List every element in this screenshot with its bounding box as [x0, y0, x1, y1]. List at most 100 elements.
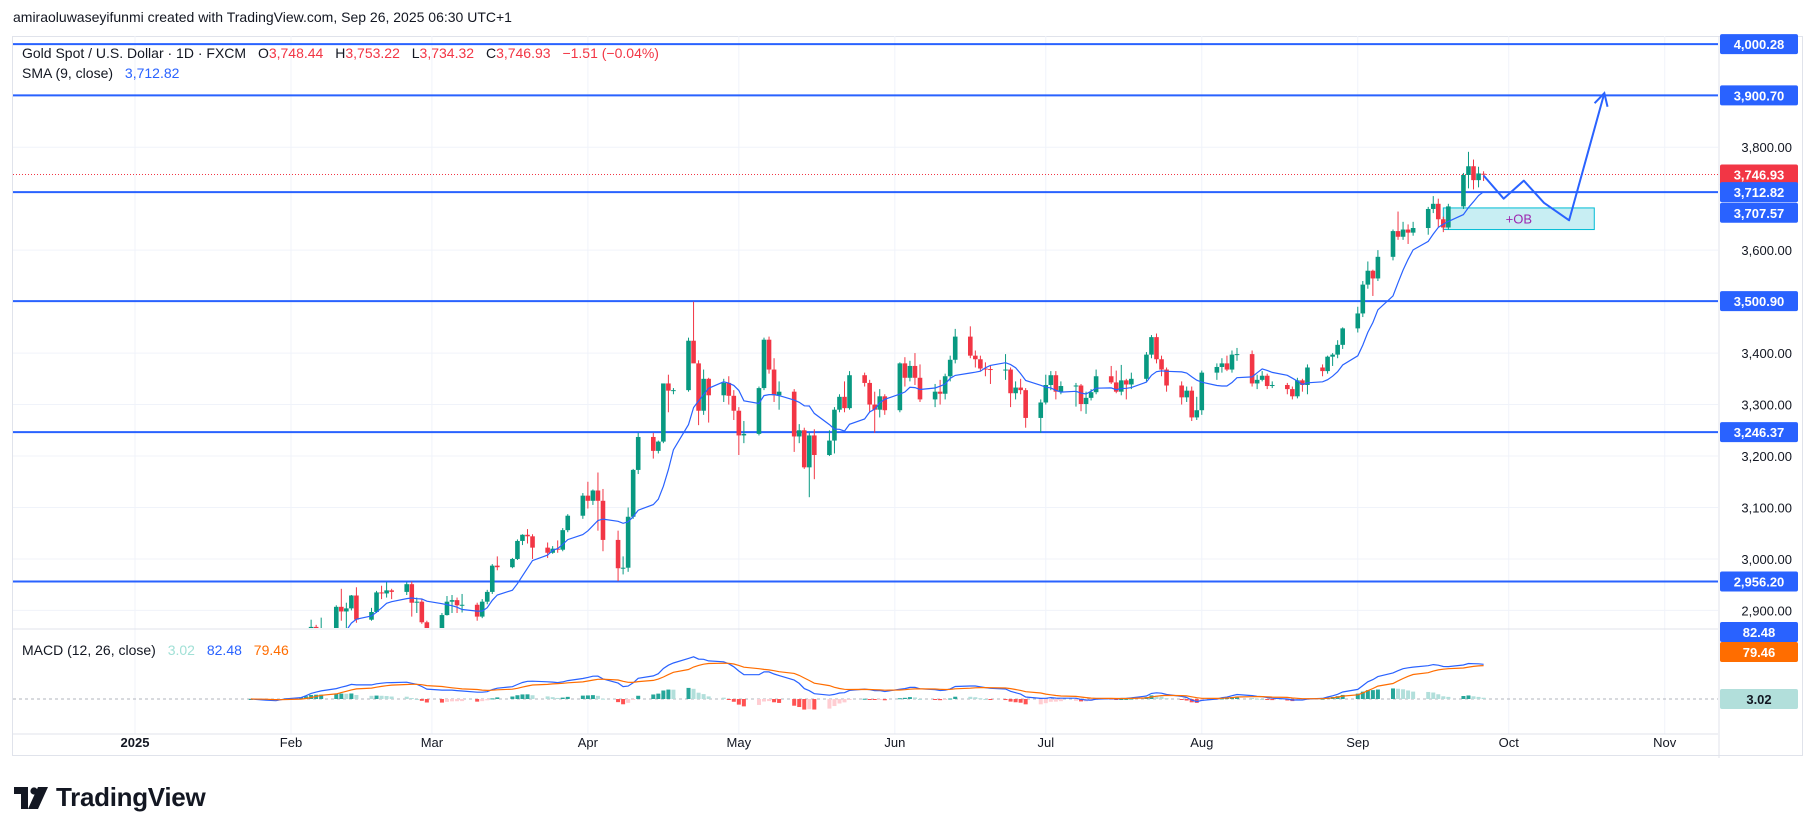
candle — [832, 407, 837, 454]
candle — [1144, 352, 1149, 382]
candle — [1013, 381, 1018, 400]
candle-body — [1058, 386, 1064, 392]
candle-body — [1330, 354, 1335, 357]
candle-body — [489, 565, 495, 592]
candle — [248, 670, 253, 679]
candle — [791, 389, 797, 452]
macd-histogram-bar — [867, 699, 872, 700]
macd-histogram-bar — [1008, 699, 1013, 702]
candle — [1325, 355, 1330, 374]
candle — [1043, 374, 1049, 405]
candle — [339, 588, 344, 621]
candle — [1461, 172, 1466, 209]
macd-histogram-bar — [1038, 699, 1043, 705]
macd-histogram-bar — [1391, 688, 1395, 699]
candle — [1471, 159, 1476, 190]
time-tick-label: 2025 — [121, 735, 150, 750]
macd-histogram-bar — [1018, 699, 1023, 703]
candle — [1395, 211, 1401, 240]
macd-histogram-bar — [374, 695, 379, 699]
macd-histogram-bar — [1431, 692, 1436, 699]
candle-body — [1154, 337, 1159, 360]
candle — [615, 530, 621, 582]
candle — [1124, 378, 1129, 400]
candle-body — [942, 376, 948, 394]
macd-histogram-bar — [731, 699, 736, 702]
macd-histogram-bar — [1043, 699, 1048, 704]
candle — [495, 556, 500, 571]
macd-histogram-bar — [701, 694, 706, 699]
candle-body — [791, 391, 797, 437]
macd-histogram-bar — [354, 694, 359, 699]
projection-path — [1482, 91, 1609, 222]
macd-histogram-bar — [1109, 699, 1114, 700]
macd-line-tag: 82.48 — [1743, 625, 1776, 640]
macd-histogram-bar — [580, 695, 585, 699]
candle — [269, 680, 274, 694]
candle — [1254, 374, 1260, 390]
macd-histogram-bar — [1285, 699, 1290, 701]
candle-body — [1118, 380, 1124, 392]
candle-body — [1108, 376, 1114, 383]
candle — [1234, 347, 1240, 361]
candle-body — [444, 601, 450, 616]
candle-body — [912, 365, 918, 378]
macd-pane — [13, 656, 1718, 710]
candle — [379, 585, 384, 600]
candle-body — [656, 441, 661, 451]
candle — [580, 493, 586, 519]
candle — [671, 388, 676, 395]
time-tick-label: Feb — [280, 735, 302, 750]
macd-histogram-bar — [1003, 699, 1008, 701]
candle — [978, 355, 983, 372]
candle — [650, 432, 656, 459]
macd-histogram-bar — [560, 697, 565, 699]
macd-histogram-bar — [1476, 696, 1481, 699]
candle-body — [796, 430, 802, 437]
macd-histogram-bar — [444, 699, 449, 702]
candle — [525, 529, 530, 544]
candle-body — [319, 631, 324, 634]
price-tick-label: 3,100.00 — [1741, 500, 1792, 515]
candle-body — [1325, 356, 1330, 372]
macd-histogram-bar — [1461, 696, 1466, 699]
macd-histogram-bar — [485, 699, 490, 701]
candle — [449, 594, 455, 614]
candle-body — [1259, 375, 1265, 380]
candle — [917, 364, 923, 402]
tradingview-brand[interactable]: TradingView — [14, 782, 206, 813]
macd-histogram-bar — [304, 696, 309, 699]
candle-body — [907, 365, 913, 378]
macd-histogram-bar — [455, 699, 460, 702]
candle — [661, 383, 666, 444]
macd-histogram-bar — [1159, 696, 1164, 699]
candle — [942, 373, 948, 400]
open-value: 3,748.44 — [268, 45, 324, 61]
close-value: 3,746.93 — [496, 45, 551, 61]
candle — [349, 594, 354, 611]
projection-line — [1482, 92, 1606, 222]
candle — [590, 489, 596, 505]
candle-body — [299, 655, 304, 663]
macd-histogram-bar — [530, 695, 535, 699]
candle-body — [333, 606, 339, 628]
candle-body — [842, 396, 847, 409]
candle-body — [459, 604, 465, 606]
candle — [1023, 388, 1028, 428]
macd-histogram-bar — [912, 697, 917, 699]
candle — [319, 617, 324, 634]
candle-body — [590, 490, 596, 501]
candle — [731, 390, 737, 420]
candle — [439, 613, 445, 628]
last-price-price-tag: 3,746.93 — [1734, 168, 1785, 183]
macd-histogram-bar — [1270, 699, 1275, 701]
macd-histogram-bar — [439, 699, 444, 703]
candle-body — [389, 590, 394, 592]
macd-histogram-bar — [621, 699, 626, 705]
candle-body — [1219, 363, 1225, 367]
macd-histogram-bar — [907, 697, 912, 699]
macd-histogram-bar — [520, 694, 525, 699]
macd-histogram-bar — [978, 698, 983, 700]
candle-body — [1073, 385, 1079, 387]
